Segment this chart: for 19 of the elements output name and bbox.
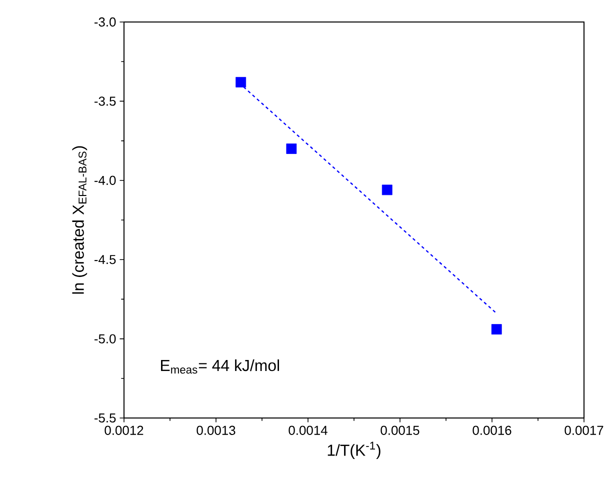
x-tick-label: 0.0014 bbox=[288, 426, 328, 435]
y-tick-label: -4.5 bbox=[94, 255, 116, 264]
x-tick-label: 0.0013 bbox=[196, 426, 236, 435]
y-tick-label: -3.0 bbox=[94, 17, 116, 27]
y-tick-label: -5.5 bbox=[94, 413, 116, 423]
point bbox=[236, 76, 246, 88]
x-tick-label: 0.0016 bbox=[472, 426, 512, 435]
x-tick-label: 0.0015 bbox=[380, 426, 420, 435]
y-axis-title: ln (created X$_{EFAL-BAS}$) bbox=[72, 146, 88, 294]
x-tick-label: 0.0017 bbox=[564, 426, 604, 435]
point bbox=[491, 324, 502, 334]
x-tick-label: 0.0012 bbox=[104, 426, 144, 435]
point bbox=[382, 184, 392, 196]
y-tick-label: -4.0 bbox=[94, 176, 116, 185]
y-tick-label: -5.0 bbox=[94, 334, 116, 344]
y-tick-label: -3.5 bbox=[94, 96, 116, 106]
annotation: E$_{meas}$= 44 kJ/mol bbox=[161, 359, 279, 374]
x-axis-title: 1/T(K$^{-1}$) bbox=[328, 442, 380, 460]
point bbox=[286, 144, 297, 154]
